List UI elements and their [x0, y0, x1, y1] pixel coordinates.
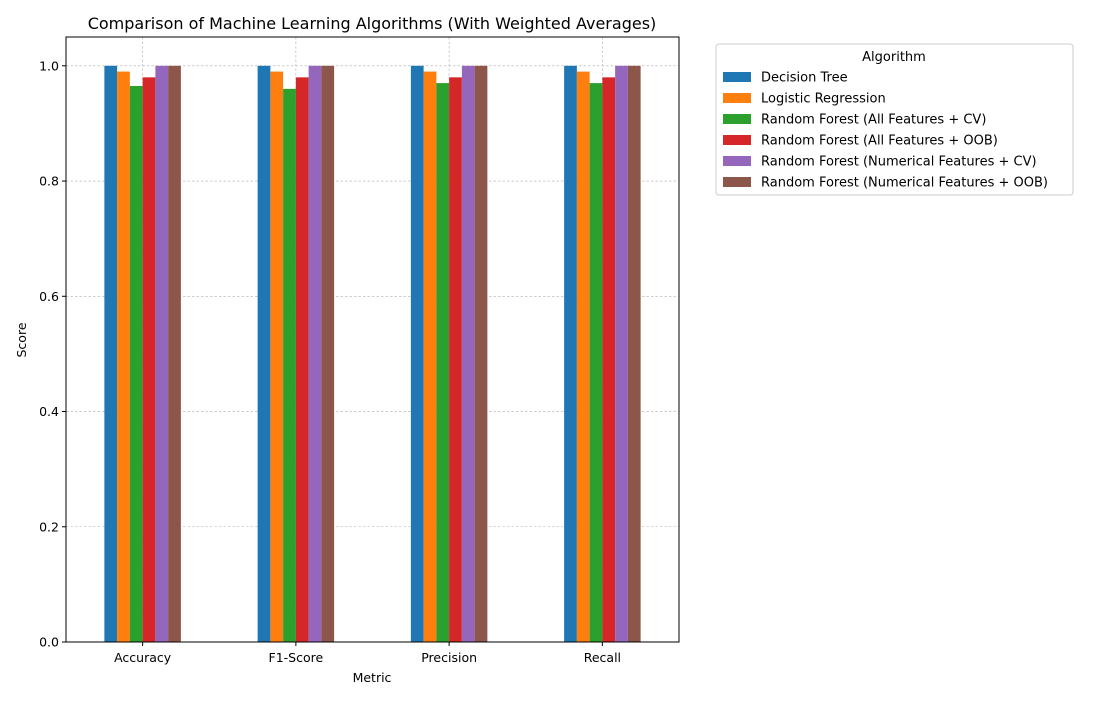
- bar: [436, 83, 450, 643]
- bar: [142, 77, 156, 643]
- y-tick-label: 0.2: [39, 519, 59, 534]
- legend-label: Random Forest (Numerical Features + CV): [761, 155, 1037, 170]
- legend-frame: [715, 43, 1074, 196]
- axes-layer: 0.0 0.2 0.4 0.6 0.8 1.0 Accuracy F1-Score Precis…: [39, 36, 680, 665]
- legend-label: Random Forest (Numerical Features + OOB): [761, 176, 1048, 191]
- y-tick-label: 0.4: [39, 404, 59, 419]
- bars-layer: [104, 65, 641, 643]
- x-axis-label: Metric: [353, 670, 392, 685]
- bar: [270, 71, 284, 643]
- legend-swatch: [723, 72, 751, 82]
- legend-swatch: [723, 135, 751, 145]
- legend-items: Decision Tree Logistic Regression Random F…: [723, 71, 1048, 191]
- bar: [283, 88, 296, 643]
- y-tick-label: 0.0: [39, 635, 59, 650]
- bar: [461, 65, 475, 643]
- legend-swatch: [723, 177, 751, 187]
- bar: [295, 77, 309, 643]
- bar: [257, 65, 271, 643]
- x-tick-label: Accuracy: [114, 650, 172, 665]
- legend-label: Random Forest (All Features + OOB): [761, 134, 998, 149]
- y-tick-label: 1.0: [39, 58, 59, 73]
- legend: Algorithm Decision Tree Logistic Regressi…: [715, 43, 1074, 196]
- legend-swatch: [723, 114, 751, 124]
- bar: [564, 65, 577, 643]
- chart-title: Comparison of Machine Learning Algorithm…: [88, 14, 657, 33]
- bar: [117, 71, 130, 643]
- bar: [308, 65, 322, 643]
- bar: [602, 77, 616, 643]
- bar: [423, 71, 437, 643]
- bar: [474, 65, 488, 643]
- bar: [589, 83, 603, 643]
- bar: [168, 65, 181, 643]
- legend-swatch: [723, 156, 751, 166]
- y-tick-label: 0.8: [39, 174, 59, 189]
- bar: [104, 65, 118, 643]
- y-axis-label: Score: [14, 322, 29, 357]
- legend-label: Random Forest (All Features + CV): [761, 113, 986, 128]
- legend-label: Logistic Regression: [761, 92, 886, 107]
- bar: [129, 85, 143, 642]
- bar: [321, 65, 335, 643]
- bar: [615, 65, 628, 643]
- x-tick-label: Precision: [421, 650, 477, 665]
- legend-label: Decision Tree: [761, 71, 848, 86]
- plot-frame: [65, 36, 680, 643]
- bar: [576, 71, 590, 643]
- x-tick-label: Recall: [584, 650, 621, 665]
- y-tick-label: 0.6: [39, 289, 59, 304]
- x-tick-label: F1-Score: [269, 650, 324, 665]
- legend-swatch: [723, 93, 751, 103]
- bar: [449, 77, 462, 643]
- bar: [410, 65, 424, 643]
- bar: [155, 65, 169, 643]
- legend-title: Algorithm: [862, 50, 926, 65]
- bar: [627, 65, 641, 643]
